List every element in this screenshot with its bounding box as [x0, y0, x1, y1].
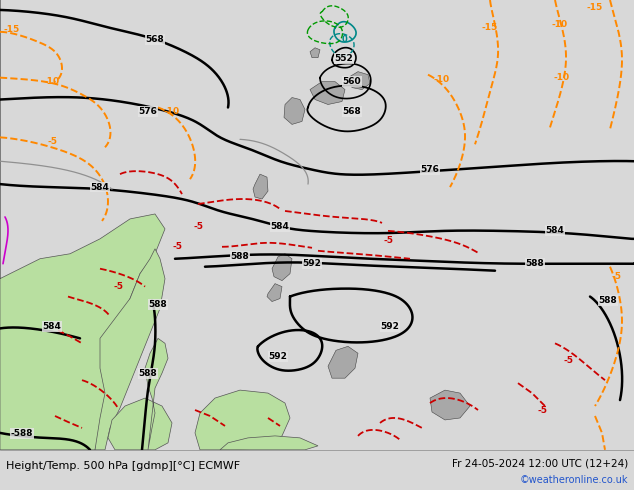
Polygon shape [108, 398, 172, 450]
Text: -5: -5 [47, 137, 57, 146]
Text: 592: 592 [302, 259, 321, 268]
Polygon shape [267, 284, 282, 301]
Text: 576: 576 [420, 165, 439, 173]
Text: 592: 592 [380, 322, 399, 331]
Text: 0: 0 [342, 35, 348, 44]
Text: 568: 568 [342, 107, 361, 116]
Text: -10: -10 [164, 107, 180, 116]
Polygon shape [145, 339, 168, 450]
Polygon shape [348, 72, 370, 90]
Text: 584: 584 [271, 222, 290, 231]
Text: -15: -15 [482, 24, 498, 32]
Text: -10: -10 [434, 75, 450, 84]
Polygon shape [310, 48, 320, 58]
Text: 584: 584 [42, 322, 61, 331]
Text: 588: 588 [526, 259, 545, 268]
Text: -5: -5 [537, 406, 547, 415]
Polygon shape [328, 346, 358, 378]
Text: 584: 584 [91, 183, 110, 192]
Text: Fr 24-05-2024 12:00 UTC (12+24): Fr 24-05-2024 12:00 UTC (12+24) [452, 459, 628, 469]
Polygon shape [272, 254, 292, 281]
Text: -5: -5 [193, 222, 203, 231]
Text: 568: 568 [146, 35, 164, 44]
Text: 588: 588 [598, 296, 618, 305]
Text: Height/Temp. 500 hPa [gdmp][°C] ECMWF: Height/Temp. 500 hPa [gdmp][°C] ECMWF [6, 461, 240, 471]
Text: 584: 584 [546, 226, 564, 235]
Text: 560: 560 [343, 77, 361, 86]
Polygon shape [430, 390, 470, 420]
Polygon shape [0, 0, 165, 450]
Text: 588: 588 [148, 300, 167, 309]
Text: ©weatheronline.co.uk: ©weatheronline.co.uk [519, 475, 628, 485]
Text: -5: -5 [113, 282, 123, 291]
Polygon shape [253, 174, 268, 199]
Polygon shape [195, 390, 290, 450]
Text: -5: -5 [173, 242, 183, 251]
Text: -15: -15 [4, 25, 20, 34]
Text: -5: -5 [611, 272, 621, 281]
Text: 552: 552 [335, 54, 353, 63]
Polygon shape [220, 436, 318, 450]
Text: 588: 588 [139, 368, 157, 378]
Polygon shape [310, 82, 345, 104]
Text: 576: 576 [139, 107, 157, 116]
Text: -10: -10 [554, 73, 570, 82]
Text: -588: -588 [11, 429, 33, 439]
Text: -5: -5 [563, 356, 573, 365]
Polygon shape [284, 98, 305, 124]
Text: 588: 588 [231, 252, 249, 261]
Polygon shape [95, 249, 165, 450]
Text: -10: -10 [552, 21, 568, 29]
Text: -5: -5 [383, 236, 393, 245]
Text: -10: -10 [44, 77, 60, 86]
Text: 592: 592 [269, 352, 287, 361]
Text: -15: -15 [587, 3, 603, 12]
